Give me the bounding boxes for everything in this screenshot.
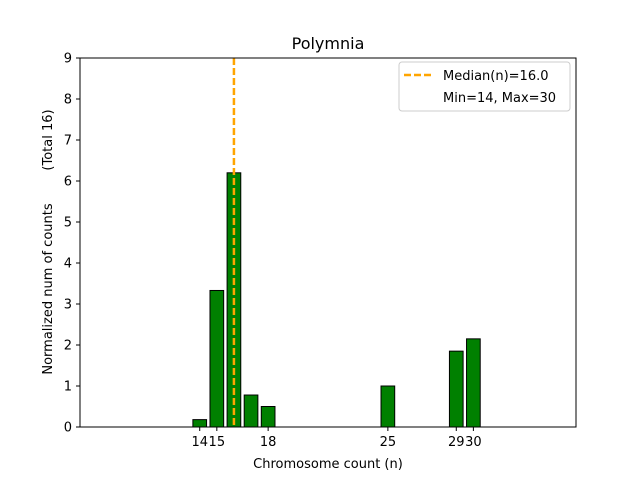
x-axis-label: Chromosome count (n) [253,457,403,472]
legend-box [398,61,571,112]
y-tick-label-4: 4 [64,257,72,272]
bar-n-15 [209,289,225,428]
bar-n-25 [380,385,396,428]
y-tick-label-0: 0 [64,421,72,436]
y-tick-label-2: 2 [64,339,72,354]
y-tick-label-3: 3 [64,298,72,313]
x-tick-label-15: 15 [209,435,226,450]
y-axis-ticks: 0 1 2 3 4 5 6 7 8 9 [64,52,80,436]
y-tick-label-5: 5 [64,216,72,231]
x-tick-label-25: 25 [380,435,397,450]
bar-n-18 [260,406,276,428]
plot-frame [79,57,577,428]
bar-n-29 [448,350,464,428]
y-axis-label: Normalized num of counts [41,203,56,374]
y-axis-label-total: (Total 16) [41,109,56,170]
chart-title: Polymnia [292,34,365,53]
bars-layer [192,172,481,428]
x-tick-label-14: 14 [191,435,208,450]
legend: Median(n)=16.0 Min=14, Max=30 [398,61,571,112]
y-tick-label-9: 9 [64,52,72,67]
x-tick-label-30: 30 [465,435,482,450]
y-tick-label-1: 1 [64,380,72,395]
x-tick-label-18: 18 [260,435,277,450]
legend-minmax-label: Min=14, Max=30 [443,91,556,106]
y-tick-label-8: 8 [64,93,72,108]
legend-median-label: Median(n)=16.0 [443,69,549,84]
y-tick-label-6: 6 [64,175,72,190]
bar-n-14 [192,419,208,428]
bar-n-30 [466,338,481,428]
x-axis-ticks: 14 15 18 25 29 30 [191,427,482,450]
bar-n-17 [243,394,259,428]
x-tick-label-29: 29 [448,435,465,450]
y-tick-label-7: 7 [64,134,72,149]
